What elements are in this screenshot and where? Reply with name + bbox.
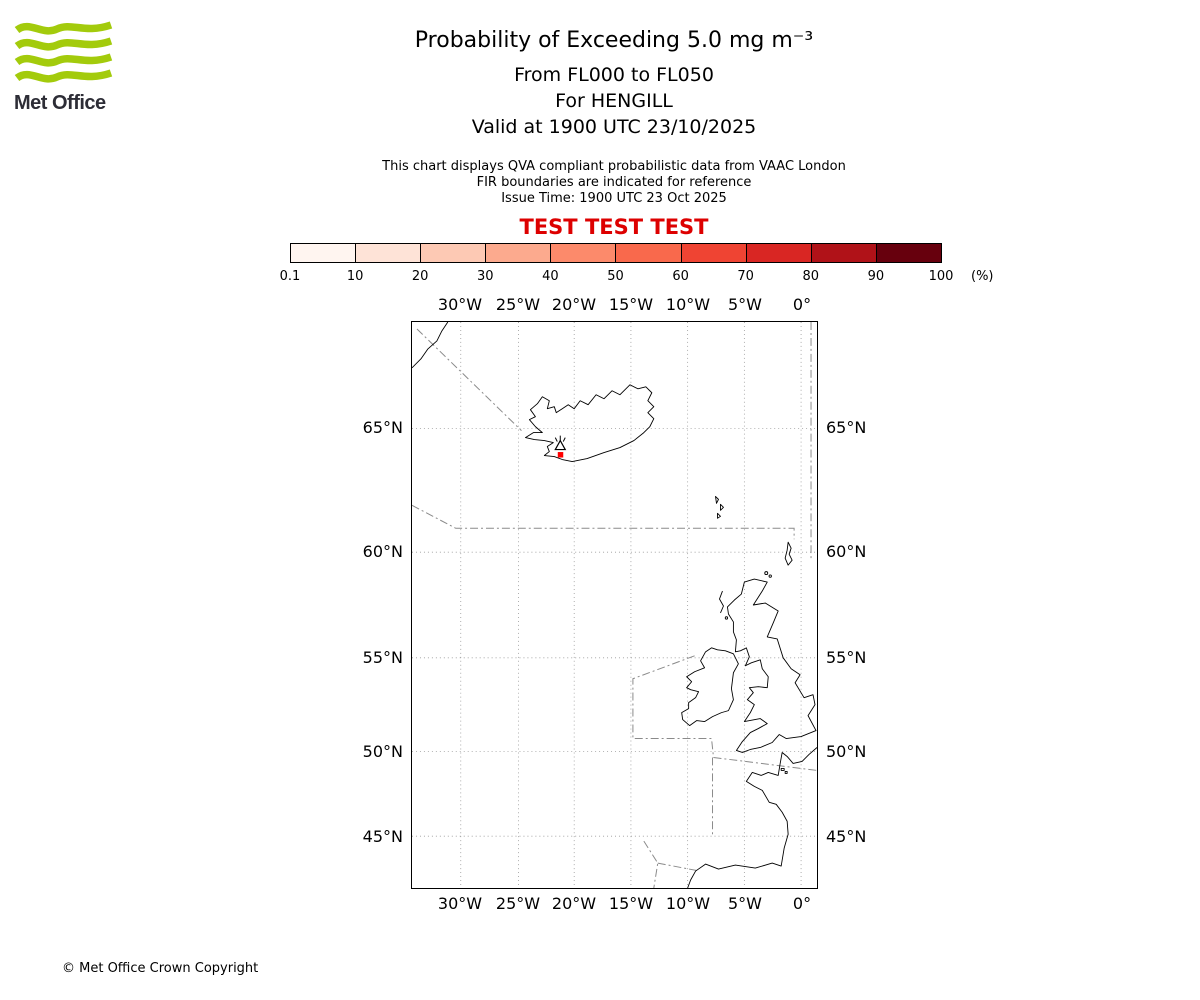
test-banner: TEST TEST TEST [519, 215, 709, 239]
colorbar-tick-label: 10 [346, 269, 364, 284]
channel-island [784, 770, 788, 774]
fir-boundary [632, 655, 715, 758]
subtitle-valid-time: Valid at 1900 UTC 23/10/2025 [471, 116, 757, 138]
colorbar [290, 243, 942, 263]
colorbar-cell [876, 244, 941, 262]
orkney-island [768, 574, 772, 578]
hebrides-islands [724, 616, 729, 620]
fir-boundary [412, 504, 795, 540]
colorbar-cell [551, 244, 617, 262]
map-ytick-left: 45°N [362, 827, 403, 846]
colorbar-cell [811, 244, 877, 262]
page-title: Probability of Exceeding 5.0 mg m⁻³ [414, 28, 814, 53]
map-xtick-top: 0° [792, 295, 812, 314]
map-xtick-top: 25°W [495, 295, 541, 314]
orkney-island [764, 571, 769, 576]
map-xtick-top: 15°W [608, 295, 654, 314]
fir-boundary [713, 756, 817, 771]
map-xtick-bottom: 0° [792, 894, 812, 913]
map-ytick-right: 55°N [826, 648, 867, 667]
colorbar-tick-label: 0.1 [279, 269, 301, 284]
ireland-coastline [681, 647, 739, 727]
map-ytick-left: 60°N [362, 542, 403, 561]
map-xtick-bottom: 20°W [551, 894, 597, 913]
map-ytick-right: 50°N [826, 742, 867, 761]
note-fir: FIR boundaries are indicated for referen… [476, 175, 752, 190]
volcano-marker-square [557, 452, 564, 458]
map-xtick-top: 5°W [728, 295, 762, 314]
shetland-coastline [784, 541, 793, 566]
colorbar-tick-label: 100 [928, 269, 954, 284]
fir-boundary [657, 862, 700, 872]
map-ytick-right: 65°N [826, 418, 867, 437]
faroe-islands [717, 512, 721, 519]
iceland-coastline [524, 384, 655, 462]
note-issue-time: Issue Time: 1900 UTC 23 Oct 2025 [501, 191, 727, 206]
map-ytick-left: 50°N [362, 742, 403, 761]
graticule [412, 322, 817, 888]
map-xtick-bottom: 10°W [665, 894, 711, 913]
logo-wave [14, 21, 113, 35]
colorbar-cell [681, 244, 747, 262]
subtitle-flight-levels: From FL000 to FL050 [514, 64, 714, 86]
colorbar-cell [291, 244, 357, 262]
map-ytick-right: 45°N [826, 827, 867, 846]
volcano-marker-ticks [554, 435, 566, 442]
colorbar-tick-label: 20 [411, 269, 429, 284]
great-britain-coastline [726, 578, 817, 753]
met-office-logo-text: Met Office [14, 92, 106, 114]
colorbar-cell [486, 244, 552, 262]
coastlines [412, 322, 817, 888]
map-ytick-right: 60°N [826, 542, 867, 561]
met-office-logo-waves [14, 21, 113, 83]
volcano-marker-triangle [554, 439, 567, 451]
colorbar-cell [356, 244, 422, 262]
note-qva: This chart displays QVA compliant probab… [382, 159, 846, 174]
fir-boundaries [412, 322, 817, 888]
colorbar-tick-label: 70 [737, 269, 754, 284]
logo-wave [14, 37, 113, 51]
faroe-islands [715, 495, 719, 504]
met-office-logo: Met Office [14, 20, 116, 115]
colorbar-tick-label: 50 [607, 269, 624, 284]
copyright-text: © Met Office Crown Copyright [62, 961, 259, 976]
colorbar-cell [616, 244, 682, 262]
map-xtick-top: 10°W [665, 295, 711, 314]
hebrides-islands [719, 590, 724, 614]
faroe-islands [720, 503, 724, 511]
map-xtick-top: 30°W [437, 295, 483, 314]
colorbar-cell [746, 244, 812, 262]
colorbar-tick-label: 80 [802, 269, 820, 284]
colorbar-tick-label: 30 [477, 269, 494, 284]
map-canvas [412, 322, 817, 888]
colorbar-tick-label: 90 [867, 269, 885, 284]
colorbar-cells [291, 244, 941, 262]
colorbar-unit-label: (%) [971, 269, 994, 284]
volcano-marker [554, 435, 567, 458]
map-xtick-bottom: 5°W [728, 894, 762, 913]
logo-wave [14, 53, 113, 67]
france-coastline [687, 747, 817, 888]
map-xtick-bottom: 15°W [608, 894, 654, 913]
map-xtick-bottom: 25°W [495, 894, 541, 913]
subtitle-volcano: For HENGILL [555, 90, 673, 112]
map-ytick-left: 55°N [362, 648, 403, 667]
map-xtick-bottom: 30°W [437, 894, 483, 913]
colorbar-tick-label: 40 [542, 269, 559, 284]
channel-island [780, 767, 785, 771]
greenland-coastline [412, 322, 449, 369]
map-frame [411, 321, 818, 889]
colorbar-cell [421, 244, 487, 262]
map-xtick-top: 20°W [551, 295, 597, 314]
map-ytick-left: 65°N [362, 418, 403, 437]
colorbar-tick-label: 60 [672, 269, 689, 284]
fir-boundary [643, 840, 659, 888]
logo-wave [14, 69, 113, 83]
